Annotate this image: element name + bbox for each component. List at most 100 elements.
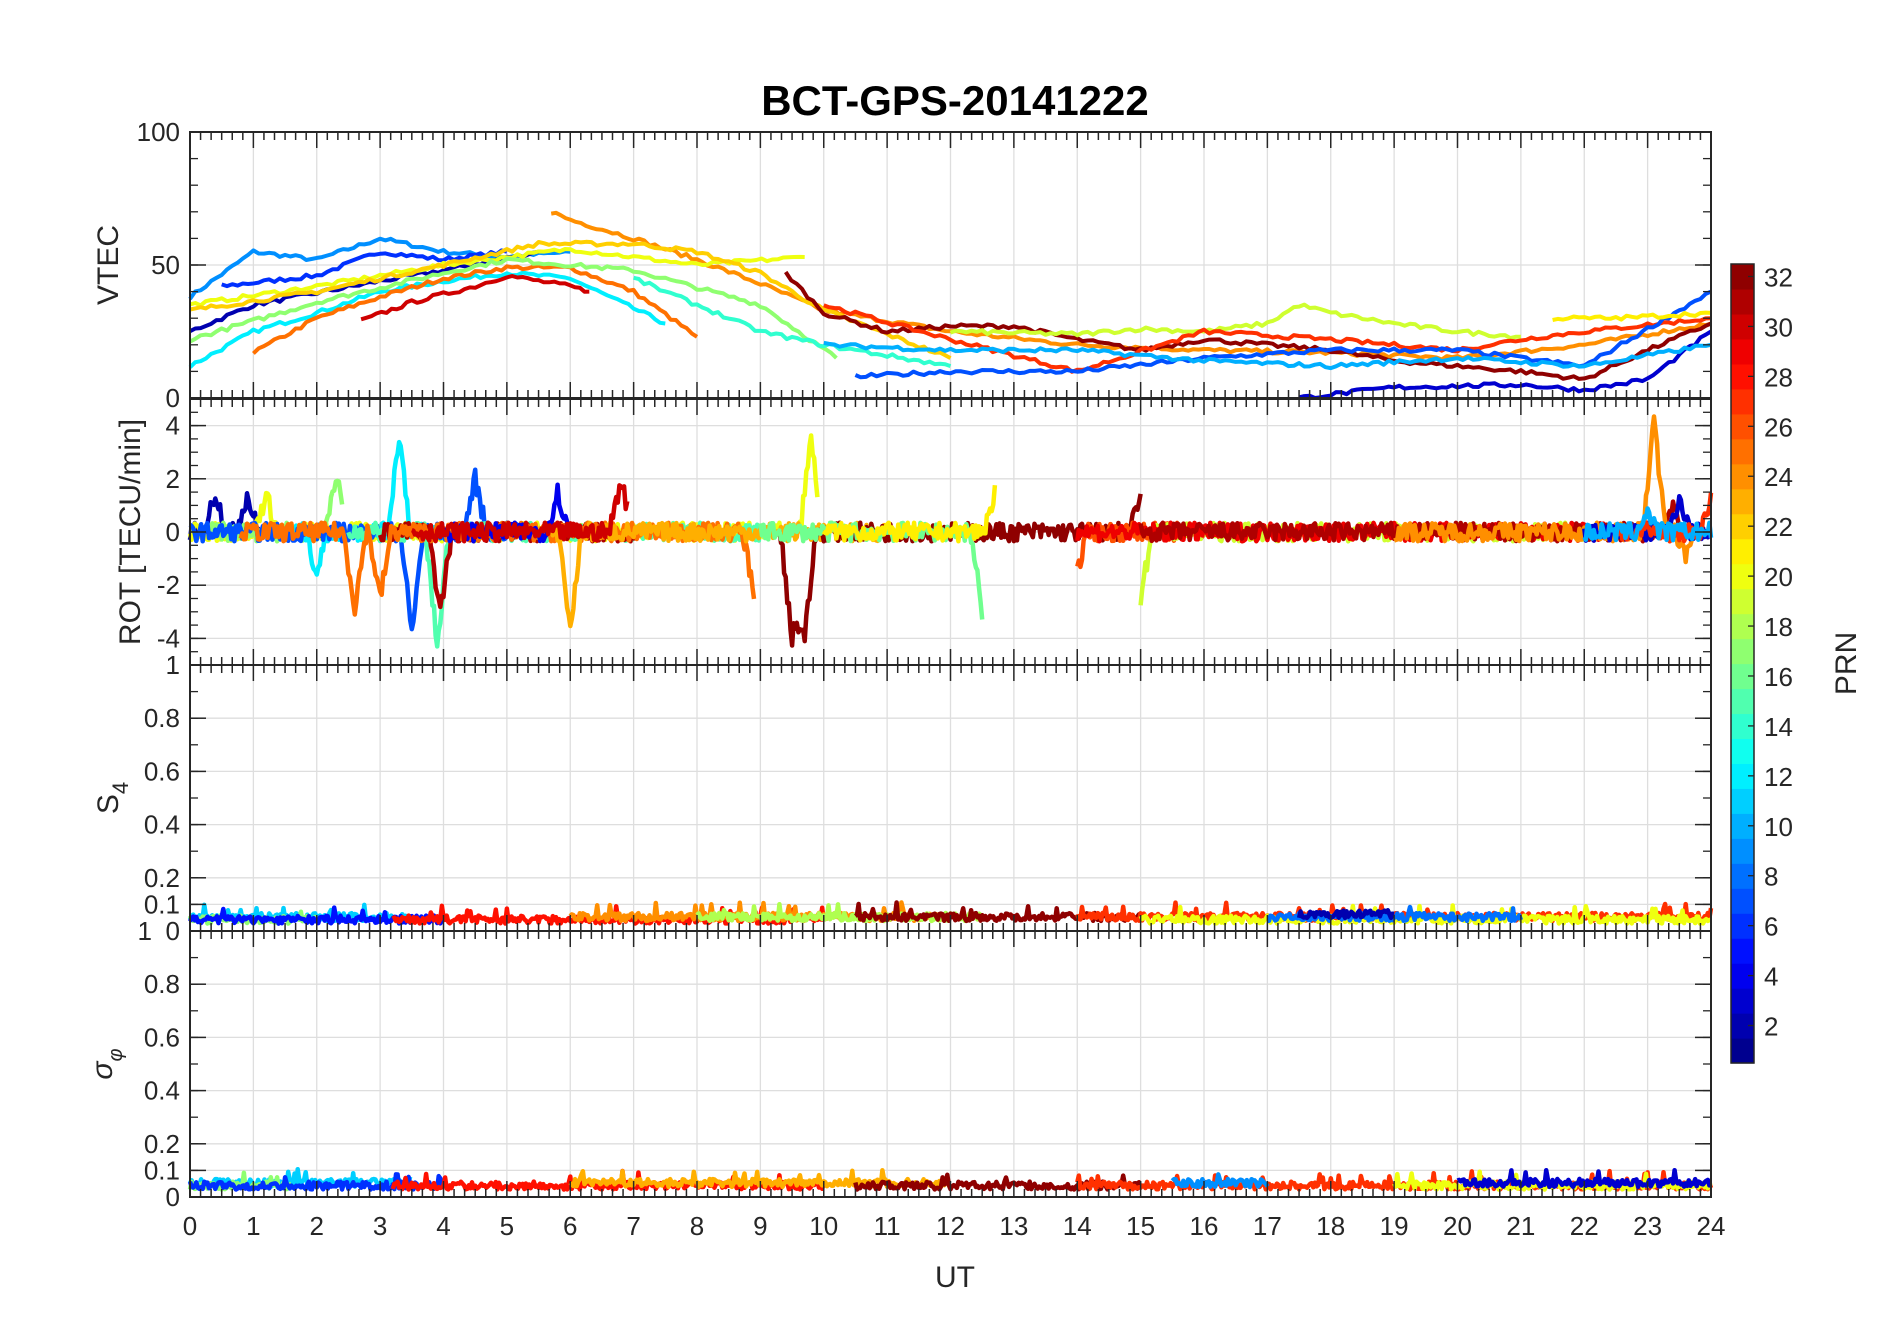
colorbar-swatch-11 xyxy=(1731,788,1754,814)
label-subscript: φ xyxy=(105,1048,127,1061)
y-axis-label-vtec: VTEC xyxy=(92,225,125,305)
series-group xyxy=(187,414,1714,649)
series-line-prn-10 xyxy=(1582,506,1714,543)
series-line-prn-20 xyxy=(189,247,805,308)
colorbar-tick-label: 20 xyxy=(1764,562,1793,592)
series-line-prn-30 xyxy=(411,483,630,544)
colorbar-swatch-16 xyxy=(1731,663,1754,690)
series-line-prn-30 xyxy=(360,274,590,322)
colorbar-swatch-5 xyxy=(1731,938,1754,964)
series-line-prn-25 xyxy=(252,263,699,355)
colorbar-swatch-26 xyxy=(1731,413,1754,440)
y-tick-label: 0 xyxy=(166,517,180,547)
y-tick-label: 4 xyxy=(166,411,180,441)
colorbar-swatch-1 xyxy=(1731,1038,1754,1064)
colorbar-swatch-8 xyxy=(1731,863,1754,889)
series-line-prn-2 xyxy=(1296,908,1395,921)
colorbar-label: PRN xyxy=(1830,632,1863,695)
colorbar-swatch-18 xyxy=(1731,613,1754,640)
series-line-prn-3 xyxy=(1298,329,1713,400)
colorbar-tick-label: 22 xyxy=(1764,512,1793,542)
x-tick-label: 4 xyxy=(436,1211,450,1241)
series-line-prn-10 xyxy=(823,340,1712,371)
colorbar-swatch-2 xyxy=(1731,1013,1754,1039)
y-tick-label: 0 xyxy=(166,916,180,946)
colorbar-tick-label: 2 xyxy=(1764,1012,1778,1042)
y-tick-label: -2 xyxy=(157,570,180,600)
y-axis-label-rot: ROT [TECU/min] xyxy=(114,419,147,645)
x-tick-label: 1 xyxy=(246,1211,260,1241)
colorbar-swatch-14 xyxy=(1731,713,1754,740)
x-tick-label: 22 xyxy=(1570,1211,1599,1241)
colorbar-tick-label: 16 xyxy=(1764,662,1793,692)
y-tick-label: 1 xyxy=(138,916,152,946)
colorbar-swatch-17 xyxy=(1731,638,1754,665)
colorbar-tick-label: 10 xyxy=(1764,812,1793,842)
colorbar-swatch-7 xyxy=(1731,888,1754,914)
colorbar-swatch-30 xyxy=(1731,313,1754,340)
colorbar-swatch-29 xyxy=(1731,338,1754,365)
colorbar-swatch-12 xyxy=(1731,763,1754,789)
y-tick-label: 0.6 xyxy=(144,1022,180,1052)
series-line-prn-21 xyxy=(821,485,998,544)
panel-s4: 00.10.2 0.4 0.6 0.8 1 S4 xyxy=(92,650,1714,946)
y-tick-label: 0.8 xyxy=(144,703,180,733)
colorbar-swatch-32 xyxy=(1731,264,1754,290)
x-tick-label: 23 xyxy=(1633,1211,1662,1241)
x-tick-label: 11 xyxy=(874,1211,901,1241)
colorbar-tick-label: 28 xyxy=(1764,362,1793,392)
colorbar-swatch-20 xyxy=(1731,563,1754,590)
colorbar-swatch-4 xyxy=(1731,963,1754,989)
x-tick-label: 13 xyxy=(999,1211,1028,1241)
x-tick-label: 8 xyxy=(690,1211,704,1241)
colorbar-tick-label: 24 xyxy=(1764,462,1793,492)
colorbar-tick-label: 32 xyxy=(1764,262,1793,292)
y-tick-label: 0.8 xyxy=(144,969,180,999)
series-group xyxy=(188,210,1713,400)
series-line-prn-7 xyxy=(854,289,1712,380)
y-tick-label: 100 xyxy=(137,117,180,147)
series-line-prn-27 xyxy=(823,303,1712,374)
colorbar-swatch-31 xyxy=(1731,288,1754,315)
series-line-prn-22 xyxy=(189,239,952,360)
x-tick-label: 0 xyxy=(183,1211,197,1241)
series-line-prn-6 xyxy=(221,248,508,289)
x-tick-label: 19 xyxy=(1380,1211,1409,1241)
x-tick-label: 21 xyxy=(1506,1211,1535,1241)
y-tick-label: 0 xyxy=(166,383,180,413)
series-line-prn-32 xyxy=(784,270,1712,381)
colorbar-frame xyxy=(1730,263,1755,1064)
y-tick-label: 0.1 xyxy=(144,889,180,919)
x-tick-label: 14 xyxy=(1063,1211,1092,1241)
series-line-prn-19 xyxy=(949,302,1521,341)
x-tick-label: 17 xyxy=(1253,1211,1282,1241)
y-tick-label: 2 xyxy=(166,464,180,494)
y-tick-label: 0.1 xyxy=(144,1155,180,1185)
x-axis-label: UT xyxy=(935,1261,975,1294)
colorbar-tick-label: 8 xyxy=(1764,862,1778,892)
colorbar-swatch-23 xyxy=(1731,488,1754,515)
colorbar-tick-label: 6 xyxy=(1764,912,1778,942)
y-tick-label: 0 xyxy=(166,1182,180,1212)
x-tick-label: 6 xyxy=(563,1211,577,1241)
y-tick-label: -4 xyxy=(157,623,180,653)
series-line-prn-17 xyxy=(189,256,838,360)
colorbar-swatch-13 xyxy=(1731,738,1754,764)
series-line-prn-18 xyxy=(695,902,983,924)
colorbar-swatch-3 xyxy=(1731,988,1754,1014)
series-line-prn-12 xyxy=(188,270,666,369)
colorbar-swatch-19 xyxy=(1731,588,1754,615)
series-line-prn-28 xyxy=(390,1168,826,1192)
colorbar-tick-label: 4 xyxy=(1764,962,1778,992)
colorbar-swatch-15 xyxy=(1731,688,1754,715)
x-tick-label: 24 xyxy=(1697,1211,1726,1241)
colorbar-swatch-21 xyxy=(1731,538,1754,565)
panel-rot: -4 -2 0 2 4 ROT [TECU/min] xyxy=(114,398,1714,666)
y-tick-label: 0.6 xyxy=(144,756,180,786)
chart-title: BCT-GPS-20141222 xyxy=(761,77,1149,124)
x-tick-label: 18 xyxy=(1316,1211,1345,1241)
colorbar-swatch-10 xyxy=(1731,813,1754,839)
colorbar-swatch-6 xyxy=(1731,913,1754,939)
series-line-prn-11 xyxy=(188,1166,413,1190)
